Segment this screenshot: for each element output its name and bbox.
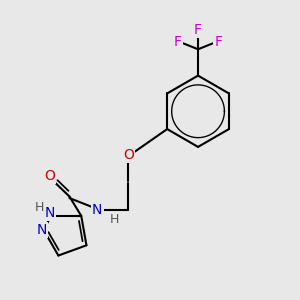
Text: N: N bbox=[92, 203, 103, 218]
Text: F: F bbox=[194, 23, 202, 37]
Text: H: H bbox=[35, 201, 44, 214]
Text: N: N bbox=[37, 223, 47, 237]
Text: N: N bbox=[45, 206, 55, 220]
Text: F: F bbox=[174, 35, 182, 50]
Text: O: O bbox=[123, 148, 134, 162]
Text: F: F bbox=[214, 35, 222, 50]
Text: H: H bbox=[110, 213, 119, 226]
Text: O: O bbox=[44, 169, 55, 183]
